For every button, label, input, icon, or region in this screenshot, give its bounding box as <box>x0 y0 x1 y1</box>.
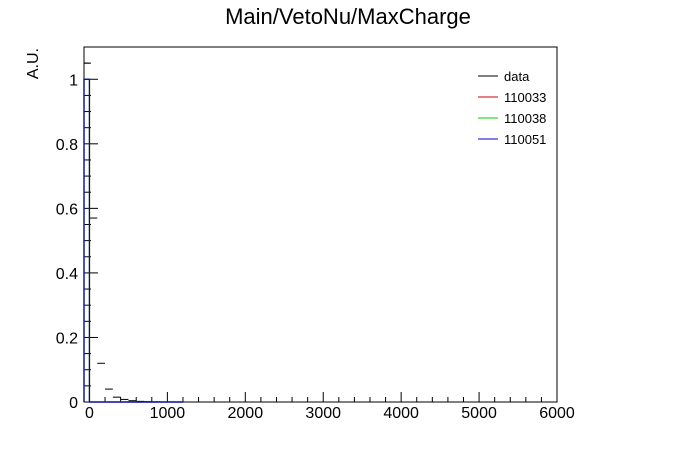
x-tick-label: 3000 <box>305 405 341 422</box>
series-110051 <box>83 78 183 403</box>
legend: data 110033 110038 110051 <box>478 69 546 147</box>
y-tick-label: 0 <box>69 395 78 412</box>
series-110033 <box>83 78 183 403</box>
legend-label: 110038 <box>504 111 546 126</box>
x-tick-label: 6000 <box>539 405 575 422</box>
chart-title: Main/VetoNu/MaxCharge <box>225 4 471 29</box>
series-data <box>84 62 160 403</box>
series-110038 <box>83 78 183 403</box>
legend-item: 110033 <box>478 90 546 105</box>
x-tick-label: 4000 <box>383 405 419 422</box>
axis-ticks <box>84 62 558 403</box>
legend-label: data <box>504 69 530 84</box>
legend-item: 110038 <box>478 111 546 126</box>
legend-item: data <box>478 69 530 84</box>
x-tick-label: 2000 <box>228 405 264 422</box>
x-tick-labels: 0 1000 2000 3000 4000 5000 6000 <box>85 405 575 422</box>
y-tick-label: 0.2 <box>56 330 78 347</box>
plot-frame <box>83 46 558 403</box>
legend-label: 110033 <box>504 90 546 105</box>
y-tick-label: 1 <box>69 72 78 89</box>
histogram-outline <box>83 78 183 403</box>
y-tick-label: 0.8 <box>56 137 78 154</box>
histogram-outline <box>83 78 183 403</box>
y-tick-labels: 0 0.2 0.4 0.6 0.8 1 <box>56 72 78 412</box>
x-tick-label: 1000 <box>150 405 186 422</box>
legend-item: 110051 <box>478 132 546 147</box>
histogram-outline <box>83 78 183 403</box>
y-tick-label: 0.4 <box>56 266 78 283</box>
x-tick-label: 0 <box>85 405 94 422</box>
legend-label: 110051 <box>504 132 546 147</box>
y-tick-label: 0.6 <box>56 201 78 218</box>
y-axis-title: A.U. <box>25 48 42 79</box>
series-layer <box>83 62 183 403</box>
x-tick-label: 5000 <box>461 405 497 422</box>
